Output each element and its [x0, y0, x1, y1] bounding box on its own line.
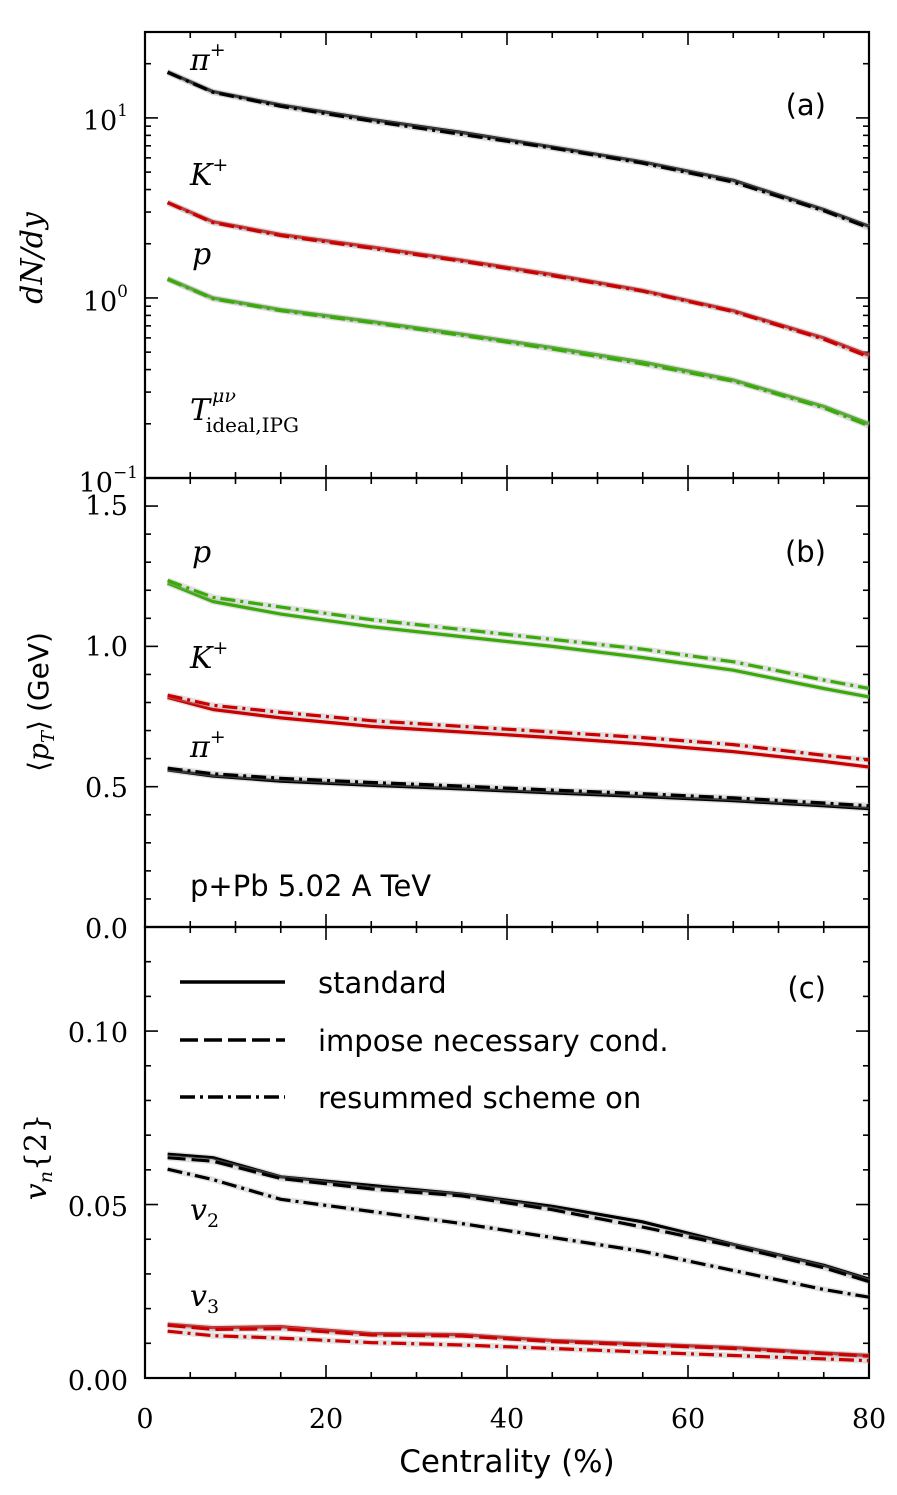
series-band-a	[166, 69, 871, 230]
series-line-a-pi-standard	[166, 70, 870, 228]
series-band-a	[166, 199, 871, 360]
panel-b-axes	[143, 476, 871, 929]
y-tick-label-c: 0.05	[68, 1192, 128, 1223]
series-line-c-v3-impose-necessary-cond-	[167, 1323, 870, 1358]
species-label-pi-a: π+	[189, 39, 226, 78]
y-tick-label-a: 10−1	[79, 463, 138, 499]
y-tick-label-b: 0.5	[85, 773, 128, 804]
y-tick-label-c: 0.10	[68, 1018, 128, 1049]
y-tick-label-b: 0.0	[85, 914, 128, 945]
x-axis-label: Centrality (%)	[399, 1444, 615, 1480]
series-line-a-k-standard	[166, 200, 870, 357]
harmonic-label-v2: v2	[190, 1193, 219, 1232]
species-label-K-a: K+	[189, 154, 228, 193]
panel-label-c: (c)	[787, 971, 826, 1005]
series-line-b-pi-standard	[167, 768, 870, 811]
panel-c-axes	[143, 925, 871, 1380]
series-line-a-p-standard	[166, 277, 870, 426]
series-line-c-v3-resummed-scheme-on	[167, 1329, 870, 1363]
series-line-c-v2-resummed-scheme-on	[167, 1167, 870, 1299]
series-band-a	[166, 275, 871, 427]
panel-label-a: (a)	[786, 88, 826, 122]
collision-annotation: p+Pb 5.02 A TeV	[190, 869, 431, 903]
legend-label-necessary: impose necessary cond.	[318, 1024, 669, 1058]
legend-label-standard: standard	[318, 966, 447, 1000]
x-tick-label: 80	[852, 1404, 886, 1435]
species-label-K-b: K+	[189, 637, 228, 676]
harmonic-label-v3: v3	[190, 1279, 219, 1318]
x-tick-label: 0	[136, 1404, 153, 1435]
series-band-b	[166, 580, 870, 700]
series-line-b-k-standard	[167, 695, 870, 769]
species-label-p-b: p	[192, 535, 211, 570]
y-tick-label-a: 100	[83, 282, 128, 318]
y-tick-label-b: 1.5	[85, 491, 128, 522]
series-band-a	[166, 69, 871, 231]
legend-label-resummed: resummed scheme on	[318, 1081, 641, 1115]
y-axis-label-a: dN/dy	[15, 211, 50, 304]
species-label-pi-b: π+	[189, 726, 226, 765]
species-label-p-a: p	[192, 237, 211, 272]
series-line-c-v2-impose-necessary-cond-	[167, 1156, 870, 1284]
series-line-a-p-resummed-scheme-on	[166, 277, 870, 428]
y-axis-label-b: ⟨pT⟩(GeV)	[22, 632, 59, 772]
series-line-c-v2-standard	[167, 1152, 870, 1281]
y-tick-label-b: 1.0	[85, 632, 128, 663]
panel-b-frame	[143, 476, 871, 929]
x-tick-label: 40	[490, 1404, 524, 1435]
series-line-a-k-resummed-scheme-on	[166, 201, 870, 359]
series-line-b-p-standard	[167, 581, 870, 699]
panel-c-frame	[143, 925, 871, 1380]
series-line-a-pi-resummed-scheme-on	[166, 70, 870, 230]
y-axis-label-c: vn{2}	[19, 1114, 57, 1200]
series-band-b	[166, 692, 870, 763]
y-tick-label-c: 0.00	[68, 1366, 128, 1397]
data-marks	[166, 69, 871, 1364]
series-band-a	[166, 276, 871, 429]
series-line-b-k-resummed-scheme-on	[167, 693, 870, 762]
x-tick-label: 20	[309, 1404, 343, 1435]
x-tick-label: 60	[671, 1404, 705, 1435]
series-line-b-pi-resummed-scheme-on	[167, 766, 870, 808]
series-band-a	[166, 199, 871, 359]
panel-label-b: (b)	[785, 535, 826, 569]
legend: standard impose necessary cond. resummed…	[180, 966, 669, 1115]
series-line-b-p-resummed-scheme-on	[167, 578, 870, 691]
y-tick-label-a: 101	[83, 101, 128, 137]
